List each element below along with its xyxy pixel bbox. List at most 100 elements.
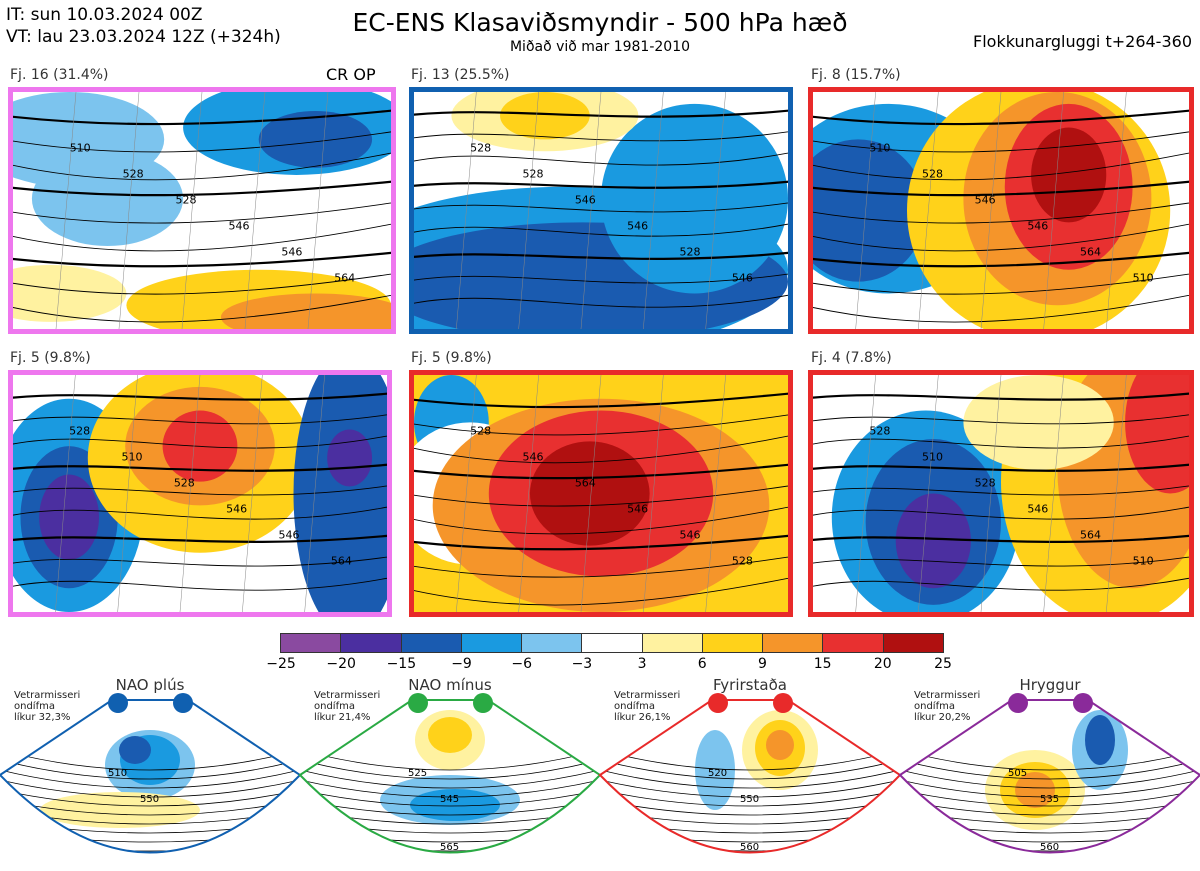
contour-label: 528 [69,424,90,437]
regime-probability: Vetrarmisseri ondífma líkur 20,2% [914,690,981,723]
contour-label: 564 [1080,529,1101,542]
contour-label: 528 [470,141,491,154]
regime-contour-label: 550 [740,794,759,805]
contour-label: 528 [680,246,701,259]
colorbar-tick-label: 20 [873,656,892,672]
regime-contour-label: 545 [440,794,459,805]
colorbar-tick-label: −25 [266,656,296,672]
contour-label: 546 [732,272,753,285]
page-title: EC-ENS Klasaviðsmyndir - 500 hPa hæð [352,8,848,37]
panel-label-4: Fj. 5 (9.8%) [10,350,91,366]
regime-contour-label: 550 [140,794,159,805]
contour-label: 528 [869,424,890,437]
regime-contour-label: 560 [1040,842,1059,853]
regime-name: Fyrirstaða [713,676,787,694]
colorbar-swatch [581,634,642,652]
contour-label: 528 [470,424,491,437]
init-time: IT: sun 10.03.2024 00Z [6,5,203,25]
contour-label: 510 [922,450,943,463]
contour-label: 528 [123,167,144,180]
regime-contour-label: 565 [440,842,459,853]
colorbar-tick-label: −20 [326,656,356,672]
regime-name: NAO plús [115,676,185,694]
map-panel-5: 528 546 564 546 546 528 [409,370,793,617]
colorbar-swatch [882,634,943,652]
contour-label: 546 [680,529,701,542]
contour-label: 564 [1080,246,1101,259]
contour-label: 546 [627,502,648,515]
regime-map-3: 520 550 560 [598,693,902,854]
contour-label: 510 [1133,555,1154,568]
colorbar-swatch [641,634,702,652]
contour-label: 546 [279,529,300,542]
map-panel-6: 528 510 528 546 564 510 [808,370,1194,617]
classification-window: Flokkunargluggi t+264-360 [973,32,1192,51]
colorbar-swatch [400,634,461,652]
run-info: IT: sun 10.03.2024 00Z VT: lau 23.03.202… [6,4,281,48]
regime-name: NAO mínus [408,676,492,694]
colorbar-tick-label: −15 [386,656,417,672]
colorbar-swatch [701,634,763,652]
contour-label: 528 [922,167,943,180]
contour-label: 510 [121,450,142,463]
map-panel-1: 510 528 528 546 546 564 [8,87,396,334]
contour-label: 528 [732,555,753,568]
contour-label: 528 [522,167,543,180]
contour-label: 510 [869,141,890,154]
contour-label: 510 [70,141,91,154]
colorbar-tick-label: −6 [511,656,533,672]
contour-label: 546 [226,502,247,515]
cr-op-label: CR OP [326,65,376,84]
colorbar-swatch [281,634,341,652]
panel-label-3: Fj. 8 (15.7%) [811,67,901,83]
regime-contour-label: 535 [1040,794,1059,805]
regime-contour-label: 510 [108,768,127,779]
regime-maps: 510 550 525 545 565 520 550 560 505 535 560 [0,693,1200,854]
colorbar-swatch [762,634,823,652]
regime-map-2: 525 545 565 [298,693,602,854]
colorbar-tick-label: 15 [813,656,832,672]
colorbar-swatch [340,634,401,652]
colorbar-tick-label: −3 [571,656,593,672]
map-panel-2: 528 528 546 546 528 546 [409,87,793,334]
regime-contour-label: 525 [408,768,427,779]
regime-contour-label: 520 [708,768,727,779]
regime-probability: Vetrarmisseri ondífma líkur 21,4% [314,690,381,723]
regime-contour-label: 505 [1008,768,1027,779]
contour-label: 546 [627,219,648,232]
contour-label: 564 [334,272,355,285]
contour-label: 546 [1027,219,1048,232]
contour-label: 546 [228,219,249,232]
page-subtitle: Miðað við mar 1981-2010 [509,39,691,55]
regime-probability: Vetrarmisseri ondífma líkur 32,3% [14,690,81,723]
colorbar-tick-label: 3 [637,656,647,672]
contour-label: 564 [575,476,596,489]
contour-label: 528 [174,476,195,489]
contour-label: 546 [975,193,996,206]
map-panel-4: 528 510 528 546 546 564 [8,370,392,617]
panel-label-5: Fj. 5 (9.8%) [411,350,492,366]
contour-label: 528 [176,193,197,206]
map-panel-3: 510 528 546 546 564 510 [808,87,1194,334]
regime-contour-label: 560 [740,842,759,853]
colorbar-swatch [822,634,883,652]
contour-label: 510 [1133,272,1154,285]
colorbar-tick-label: 25 [934,656,952,672]
regime-map-4: 505 535 560 [898,693,1200,854]
contour-label: 546 [522,450,543,463]
contour-label: 528 [975,476,996,489]
colorbar [280,633,944,653]
regime-map-1: 510 550 [0,693,302,854]
valid-time: VT: lau 23.03.2024 12Z (+324h) [6,27,281,47]
regime-probability: Vetrarmisseri ondífma líkur 26,1% [614,690,681,723]
panel-label-2: Fj. 13 (25.5%) [411,67,510,83]
panel-label-6: Fj. 4 (7.8%) [811,350,892,366]
regime-name: Hryggur [1019,676,1081,694]
colorbar-swatch [521,634,582,652]
contour-label: 546 [575,193,596,206]
contour-label: 564 [331,555,352,568]
contour-label: 546 [1027,502,1048,515]
panel-label-1: Fj. 16 (31.4%) [10,67,109,83]
colorbar-swatch [460,634,522,652]
colorbar-tick-label: 6 [697,656,707,672]
